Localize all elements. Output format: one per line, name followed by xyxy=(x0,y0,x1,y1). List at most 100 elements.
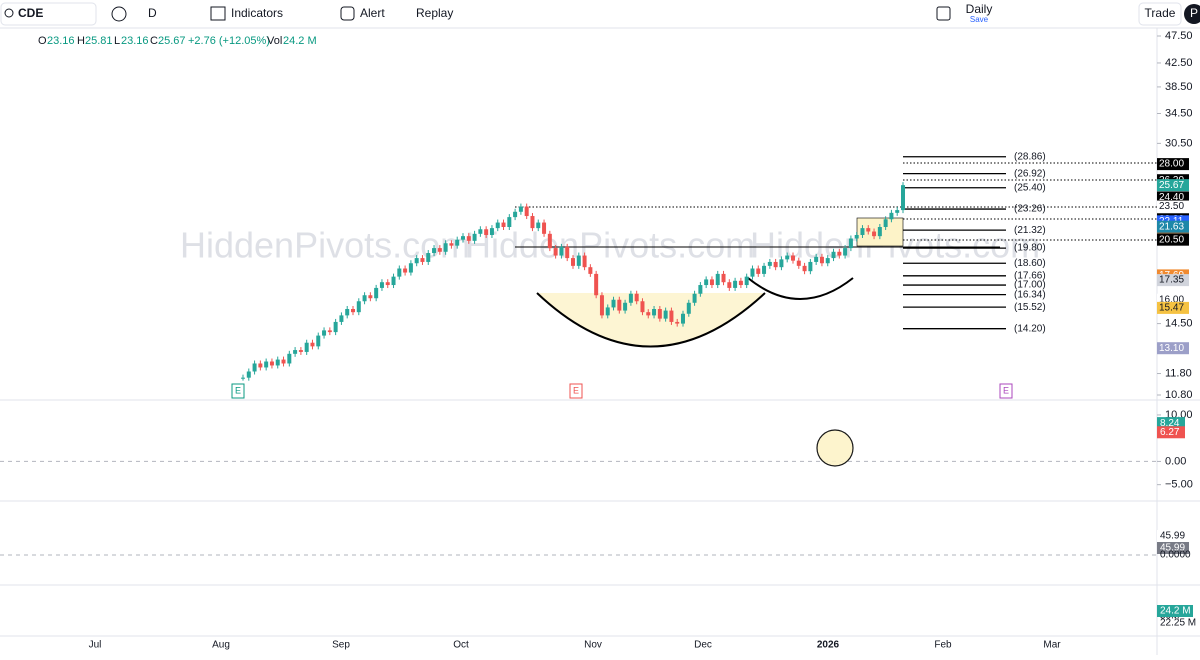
candle xyxy=(675,321,680,324)
candle xyxy=(866,228,871,232)
fib-label: (18.60) xyxy=(1014,258,1046,269)
macd-badge-label: 8.24 xyxy=(1160,418,1180,429)
candle xyxy=(738,280,743,286)
candle xyxy=(345,309,350,316)
candle xyxy=(258,363,263,368)
fib-label: (19.80) xyxy=(1014,243,1046,254)
x-tick-label: 2026 xyxy=(817,640,840,651)
candle xyxy=(617,299,622,311)
add-compare[interactable] xyxy=(111,6,127,22)
y-tick-label: 30.50 xyxy=(1165,137,1193,149)
x-tick-label: Dec xyxy=(694,640,712,651)
candle xyxy=(837,251,842,256)
candle xyxy=(744,276,749,286)
y-tick-label: 11.80 xyxy=(1165,367,1192,379)
candle xyxy=(374,287,379,299)
price-badge-label: 23.50 xyxy=(1159,201,1184,212)
candle xyxy=(414,258,419,264)
y-tick-label: 47.50 xyxy=(1165,30,1193,42)
fib-label: (21.32) xyxy=(1014,225,1046,236)
fib-label: (15.52) xyxy=(1014,302,1046,313)
candle xyxy=(495,222,500,229)
candle xyxy=(860,228,865,235)
alert-button[interactable]: Alert xyxy=(360,6,385,20)
osc-label: 0.0000 xyxy=(1160,550,1191,561)
avatar[interactable] xyxy=(1184,4,1200,24)
replay-button[interactable]: Replay xyxy=(416,6,453,20)
candle xyxy=(356,301,361,313)
candle xyxy=(385,282,390,286)
price-badge-label: 20.50 xyxy=(1159,234,1184,245)
avatar-letter[interactable]: P xyxy=(1190,6,1198,20)
candle xyxy=(443,243,448,252)
candle xyxy=(455,239,460,246)
save-button[interactable]: Save xyxy=(970,15,989,24)
trade-box[interactable] xyxy=(1138,2,1182,26)
candle xyxy=(681,313,685,324)
y-tick-label: 38.50 xyxy=(1165,81,1193,93)
y-tick-label: 34.50 xyxy=(1165,107,1193,119)
candle xyxy=(657,309,662,319)
candle xyxy=(889,212,894,220)
price-badge-label: 17.35 xyxy=(1159,275,1184,286)
candle xyxy=(408,263,413,273)
candle xyxy=(698,285,703,294)
osc-badge xyxy=(1157,542,1189,554)
candle xyxy=(808,261,813,272)
timeframe[interactable]: Daily xyxy=(966,2,993,16)
y-tick-label: 0.00 xyxy=(1165,455,1186,467)
candle xyxy=(287,353,292,364)
candle xyxy=(275,359,280,366)
candle xyxy=(785,255,790,260)
vol-label: 22.25 M xyxy=(1160,618,1196,629)
legend-vol: Vol xyxy=(267,35,282,47)
candle xyxy=(791,255,795,261)
symbol[interactable]: CDE xyxy=(18,6,43,20)
candle xyxy=(843,248,848,256)
candle xyxy=(484,229,489,235)
candle xyxy=(252,363,257,372)
candle xyxy=(547,233,552,249)
candle xyxy=(576,255,581,266)
indicators-icon[interactable] xyxy=(210,6,226,21)
candle xyxy=(293,350,298,354)
candle xyxy=(831,251,836,259)
legend-o: O xyxy=(38,35,47,47)
y-tick-label: 42.50 xyxy=(1165,57,1193,69)
candle xyxy=(854,234,859,239)
price-badge-label: 28.00 xyxy=(1159,159,1184,170)
x-tick-label: Oct xyxy=(453,640,469,651)
alert-icon[interactable] xyxy=(340,6,355,21)
handle-curve xyxy=(747,277,854,300)
candle xyxy=(461,236,465,240)
fib-label: (25.40) xyxy=(1014,182,1046,193)
candle xyxy=(883,219,888,227)
layout-button[interactable] xyxy=(936,6,951,21)
watermark: HiddenPivots.com xyxy=(465,225,755,266)
event-marker: E xyxy=(1003,385,1009,395)
candle xyxy=(733,280,738,288)
legend-low: 23.16 xyxy=(121,35,149,47)
fib-label: (23.26) xyxy=(1014,204,1046,215)
price-badge-label: 25.67 xyxy=(1159,180,1184,191)
x-tick-label: Feb xyxy=(934,640,952,651)
legend-vol-value: 24.2 M xyxy=(283,35,317,47)
legend-change: +2.76 (+12.05%) xyxy=(188,35,270,47)
candle xyxy=(397,268,402,277)
candle xyxy=(652,309,657,316)
candle xyxy=(686,302,691,314)
candle xyxy=(339,315,344,322)
price-badge xyxy=(1157,342,1189,355)
candle xyxy=(298,350,303,352)
candle xyxy=(565,246,570,259)
interval[interactable]: D xyxy=(148,6,157,20)
trade-button[interactable]: Trade xyxy=(1145,6,1176,20)
symbol-search[interactable] xyxy=(0,2,97,26)
candle xyxy=(588,267,593,274)
indicators-button[interactable]: Indicators xyxy=(231,6,283,20)
event-marker: E xyxy=(235,385,241,395)
candle xyxy=(351,309,355,313)
fib-label: (28.86) xyxy=(1014,151,1046,162)
candle xyxy=(264,361,269,368)
